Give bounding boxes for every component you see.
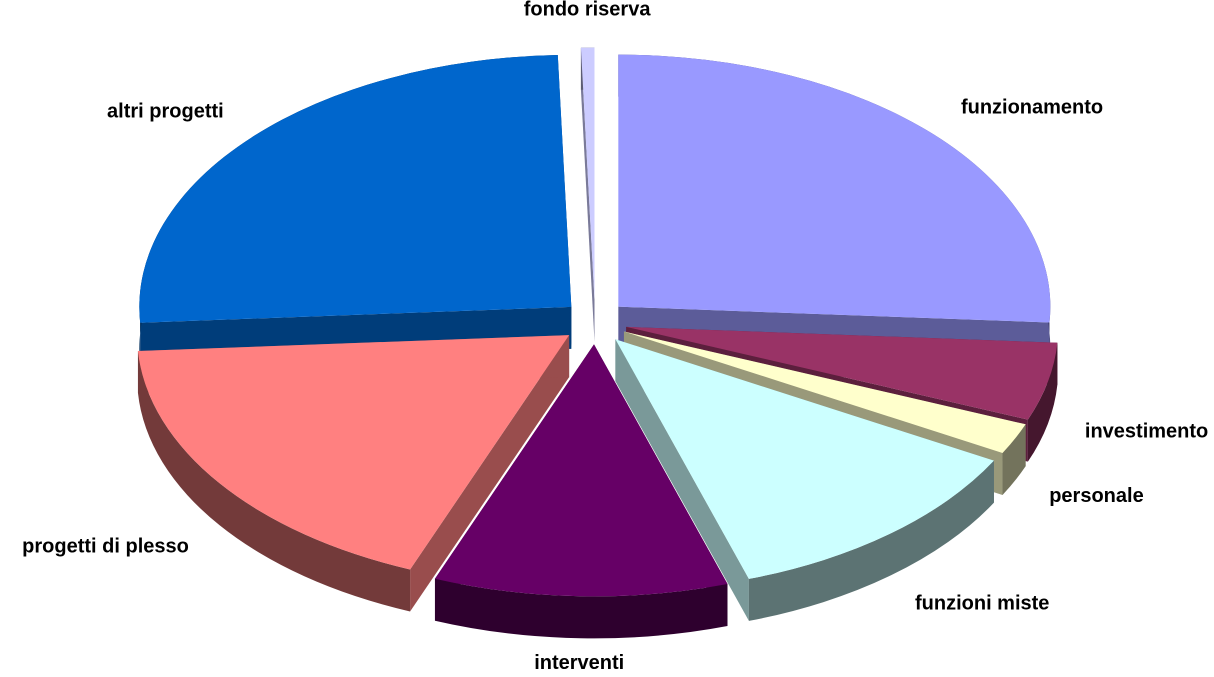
slice (137, 335, 570, 612)
slice-label: fondo riserva (524, 0, 652, 20)
slice-wall (615, 339, 749, 621)
slice-top (137, 335, 570, 570)
slice-label: funzionamento (961, 97, 1103, 119)
slice-top (580, 47, 595, 300)
slice-wall (410, 335, 570, 612)
slice-label: personale (1049, 485, 1143, 507)
slice (434, 344, 728, 639)
slice-label: interventiristrutturazione (506, 652, 653, 677)
slice-label: altri progetti (107, 100, 224, 122)
slice (580, 47, 595, 342)
slice-top (615, 339, 994, 579)
slice (615, 339, 994, 621)
slice-side (1027, 342, 1058, 462)
slice-side (434, 578, 728, 639)
slice-top (623, 331, 1026, 453)
slice-top (434, 344, 728, 597)
slice-side (1002, 424, 1026, 495)
slice-label: progetti di plesso (22, 536, 189, 558)
slice-top (618, 54, 1051, 323)
slice-wall (580, 47, 595, 342)
slice-label: investimento (1085, 420, 1208, 442)
slice-side (137, 350, 411, 612)
slice-label: funzioni miste (915, 593, 1049, 615)
slice-top (139, 55, 572, 323)
slice-side (748, 460, 994, 621)
slice-top (626, 326, 1058, 420)
